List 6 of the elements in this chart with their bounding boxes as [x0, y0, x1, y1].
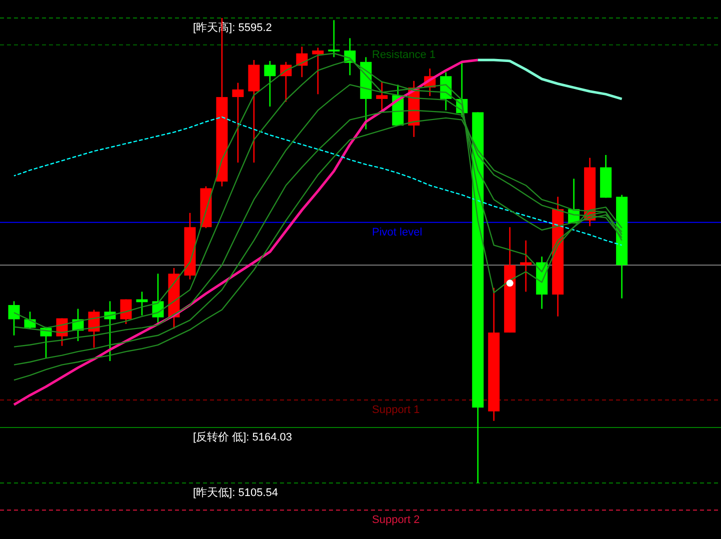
ref-line-label: Support 2: [372, 514, 420, 526]
ref-line-label: Pivot level: [372, 226, 422, 238]
ref-line-label: Resistance 1: [372, 48, 436, 61]
ref-line-label: [昨天低]: 5105.54: [193, 487, 278, 500]
ref-line-label: [反转价 低]: 5164.03: [193, 430, 292, 444]
ref-line-label: Support 1: [372, 404, 420, 416]
